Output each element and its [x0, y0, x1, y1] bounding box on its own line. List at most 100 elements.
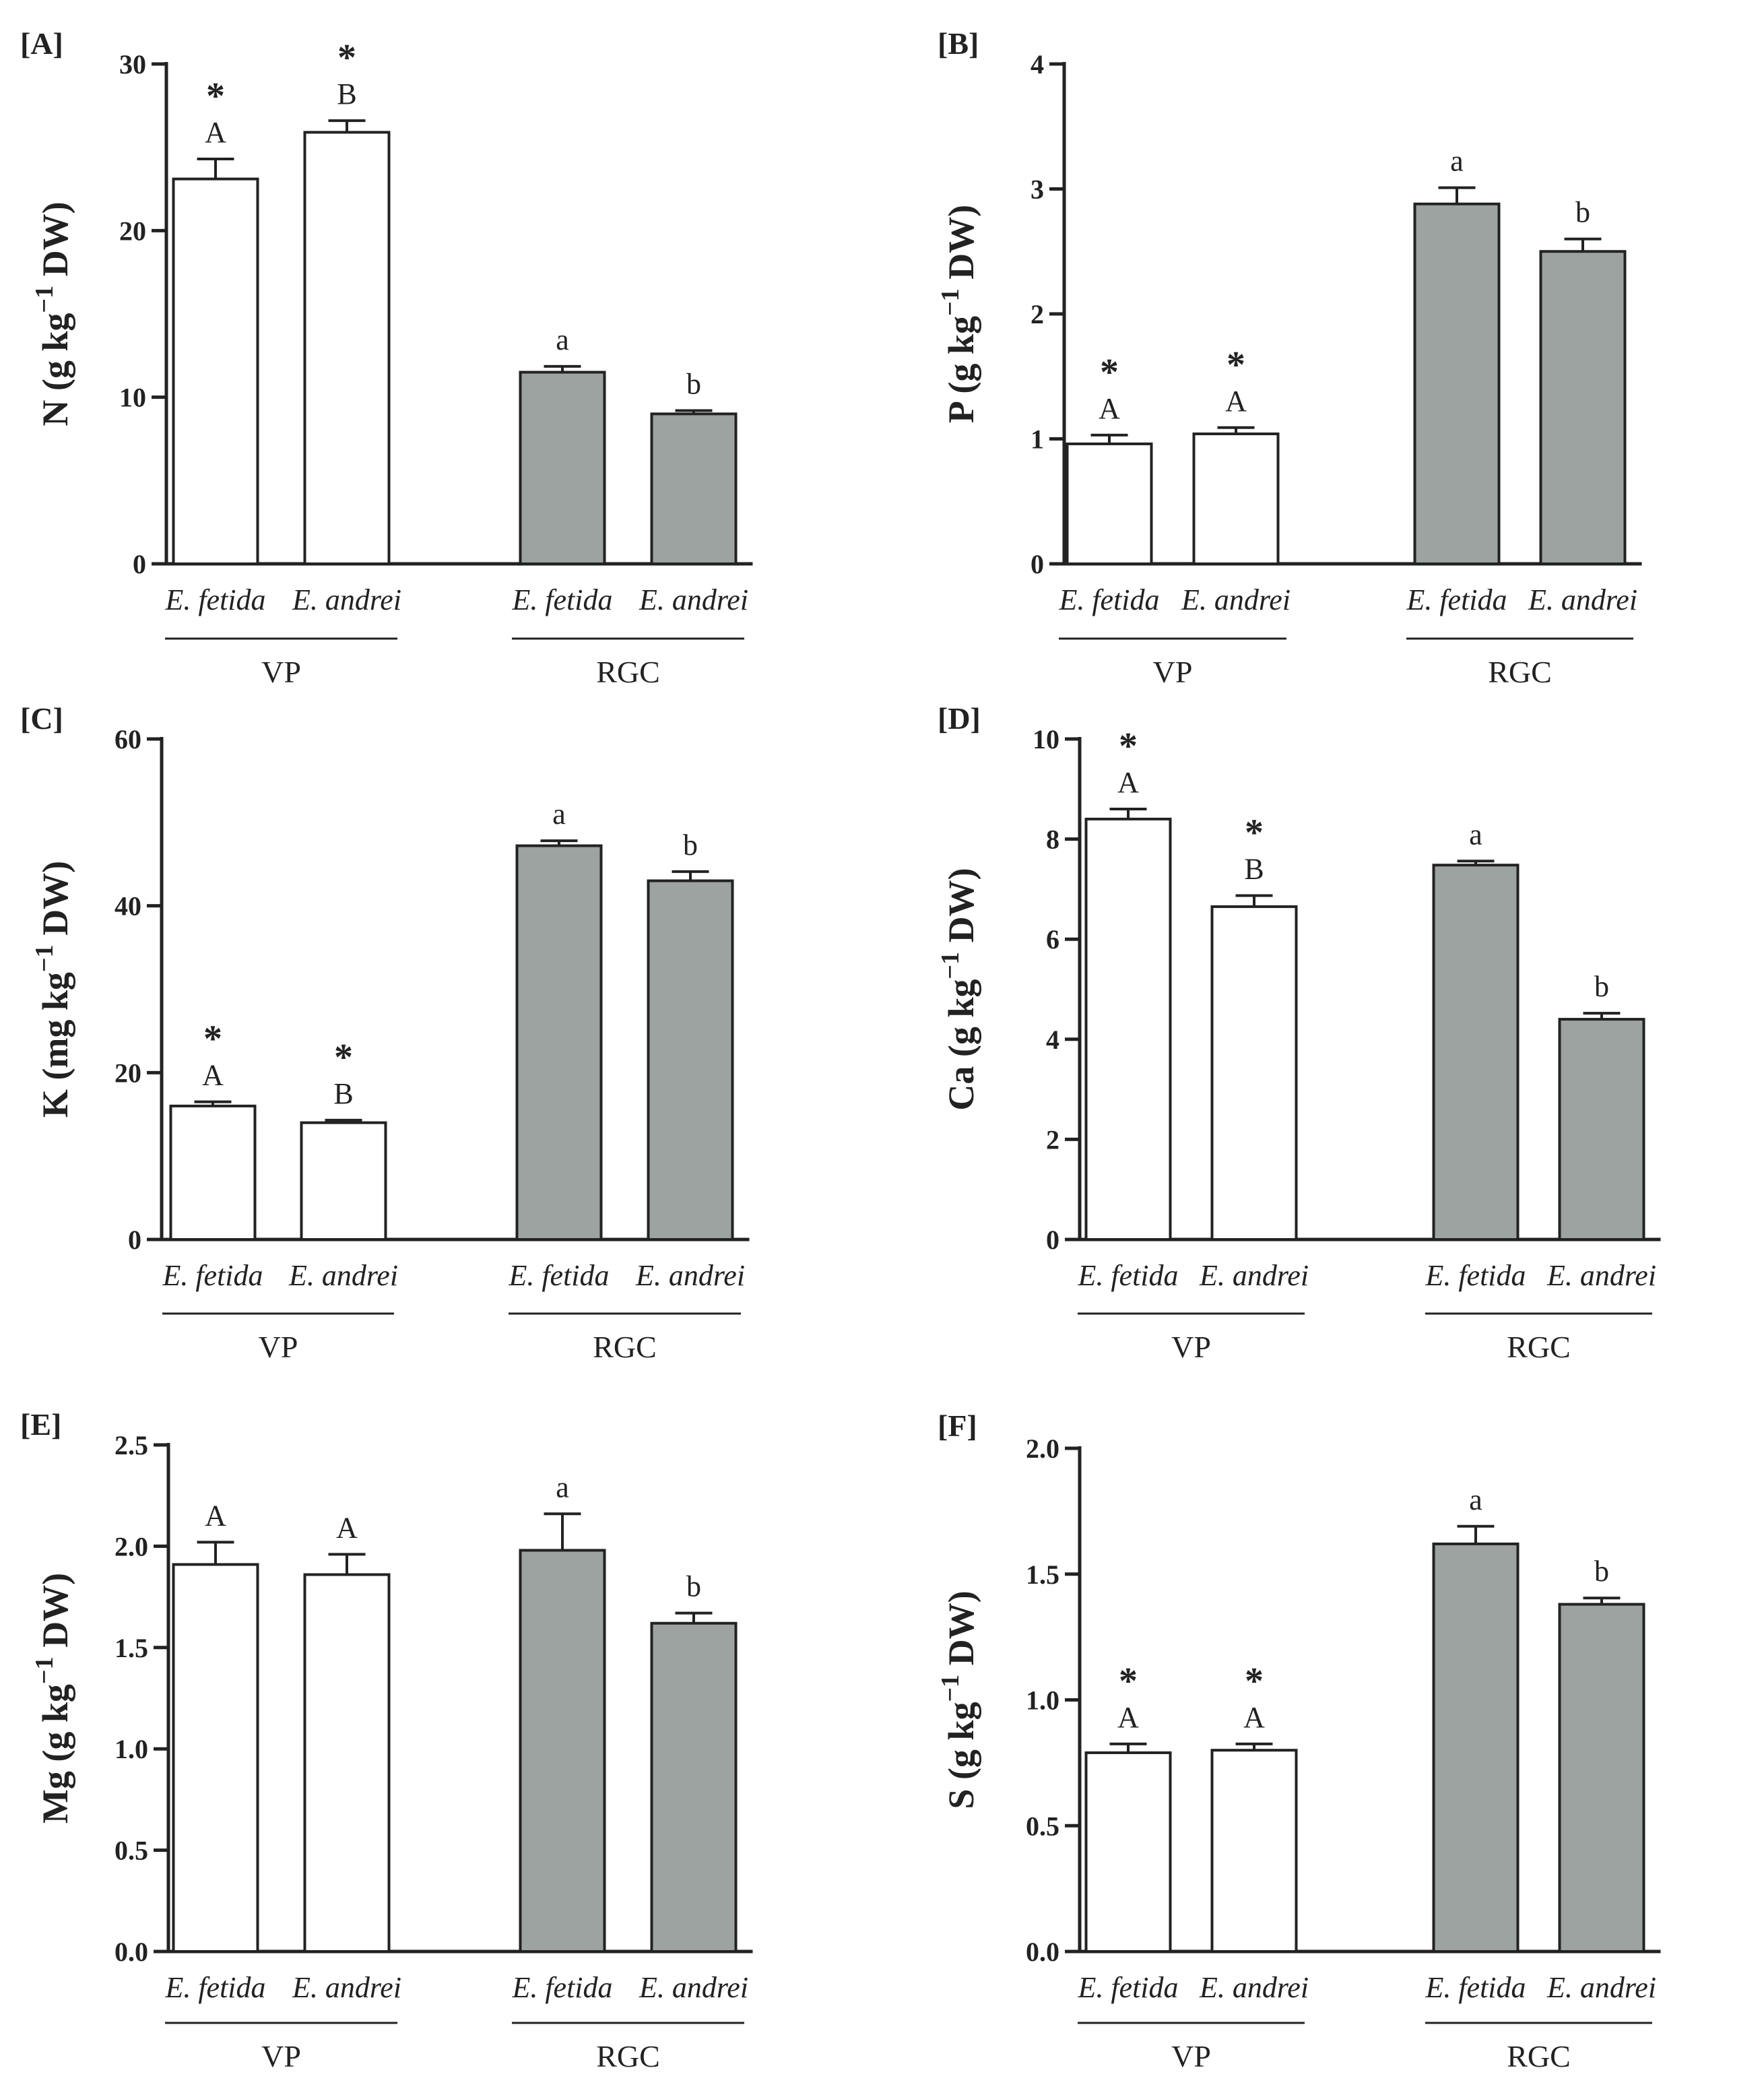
y-axis-label-unit: DW) [941, 868, 981, 951]
y-axis-label-superscript: −1 [936, 952, 965, 979]
group-label: RGC [1507, 1330, 1571, 1364]
bar [1084, 817, 1172, 1241]
y-tick-label: 10 [119, 383, 146, 413]
bar [1192, 432, 1280, 566]
bar [1432, 864, 1520, 1241]
bar [1413, 202, 1501, 565]
significance-letter: A [202, 1059, 224, 1092]
category-label: E. fetida [162, 1259, 263, 1292]
panel-label: [C] [20, 701, 63, 736]
category-label: E. fetida [1077, 1259, 1178, 1292]
significance-letter: a [556, 323, 569, 356]
category-label: E. andrei [639, 1971, 748, 2004]
y-axis-label-unit: DW) [35, 1573, 75, 1656]
significance-letter: a [552, 798, 566, 831]
panel-label: [E] [20, 1407, 61, 1442]
panel-label: [F] [938, 1409, 977, 1443]
y-axis-label-main: Mg (g kg [35, 1684, 75, 1824]
y-tick-label: 1.5 [1026, 1559, 1059, 1590]
significance-letter: a [1450, 145, 1464, 178]
y-tick-label: 20 [115, 1058, 141, 1088]
group-label: VP [261, 655, 301, 689]
group-label: RGC [1488, 655, 1552, 689]
chart-panel-f: [F]S (g kg−1 DW)0.00.51.01.52.0A*E. feti… [936, 1409, 1661, 2073]
y-axis-label-unit: DW) [941, 1590, 981, 1674]
category-label: E. fetida [1425, 1971, 1526, 2004]
significance-letter: b [686, 367, 701, 400]
y-tick-label: 30 [119, 49, 146, 79]
y-axis-label-main: Ca (g kg [941, 979, 981, 1111]
bar [1084, 1751, 1172, 1954]
y-axis-label-unit: DW) [35, 861, 75, 944]
significance-letter: A [336, 1511, 358, 1544]
bar [169, 1104, 257, 1241]
significance-letter: b [1575, 196, 1590, 229]
category-label: E. andrei [1181, 583, 1291, 616]
y-axis-label: Ca (g kg−1 DW) [936, 868, 981, 1110]
bar [650, 412, 738, 566]
group-label: VP [1171, 2039, 1211, 2073]
y-axis-label: K (mg kg−1 DW) [30, 861, 75, 1118]
significance-letter: A [1117, 766, 1139, 799]
significance-letter: B [333, 1077, 353, 1110]
category-label: E. fetida [508, 1259, 609, 1292]
chart-panel-e: [E] Mg (g kg−1 DW) 0.0 0.5 1.0 1.5 2.0 2.5 A E. f… [20, 1407, 753, 2073]
y-tick-label: 0.5 [115, 1836, 148, 1866]
y-tick-label: 0 [128, 1225, 141, 1255]
y-tick-label: 0 [133, 549, 146, 579]
significance-letter: a [1469, 1483, 1482, 1516]
significance-star: * [1245, 1660, 1264, 1702]
group-label: RGC [1507, 2039, 1571, 2073]
y-axis-label: S (g kg−1 DW) [936, 1590, 981, 1809]
category-label: E. fetida [1406, 583, 1507, 616]
significance-letter: b [1594, 970, 1609, 1003]
category-label: E. andrei [292, 583, 401, 616]
bar [519, 370, 606, 565]
bar [1539, 250, 1627, 565]
category-label: E. andrei [635, 1259, 745, 1292]
bar [1558, 1603, 1645, 1954]
y-tick-label: 0 [1031, 549, 1044, 579]
bar [172, 177, 259, 566]
bar [1210, 1749, 1298, 1953]
y-tick-label: 2 [1046, 1124, 1059, 1155]
bar [519, 1549, 606, 1953]
bar [1066, 442, 1153, 565]
significance-star: * [1119, 725, 1138, 767]
significance-letter: A [205, 116, 226, 149]
bar [303, 131, 391, 565]
y-axis-label: P (g kg−1 DW) [936, 205, 981, 423]
y-tick-label: 1 [1031, 424, 1044, 455]
y-tick-label: 6 [1046, 924, 1059, 955]
category-label: E. andrei [1199, 1971, 1309, 2004]
category-label: E. andrei [1546, 1259, 1656, 1292]
significance-star: * [1245, 812, 1264, 854]
group-label: RGC [596, 655, 660, 689]
y-axis-label-main: N (g kg [35, 313, 75, 426]
significance-letter: b [683, 829, 698, 862]
y-tick-label: 60 [115, 724, 141, 754]
group-label: VP [1171, 1330, 1211, 1364]
y-tick-label: 4 [1046, 1025, 1059, 1055]
panel-label: [B] [938, 26, 979, 61]
bar [650, 1621, 738, 1954]
y-tick-label: 10 [1033, 724, 1059, 754]
group-label: RGC [596, 2039, 660, 2073]
y-tick-label: 2.5 [115, 1430, 148, 1460]
y-tick-label: 1.0 [1026, 1685, 1059, 1716]
bar [1432, 1542, 1520, 1953]
category-label: E. andrei [1546, 1971, 1656, 2004]
category-label: E. andrei [1528, 583, 1637, 616]
y-tick-label: 1.0 [115, 1734, 148, 1764]
y-tick-label: 3 [1031, 174, 1044, 205]
bar [300, 1121, 387, 1241]
significance-letter: A [1243, 1701, 1265, 1734]
bar [1210, 905, 1298, 1241]
significance-letter: b [686, 1570, 701, 1603]
y-axis-label-main: S (g kg [941, 1702, 981, 1809]
y-axis-label-main: P (g kg [941, 316, 981, 423]
